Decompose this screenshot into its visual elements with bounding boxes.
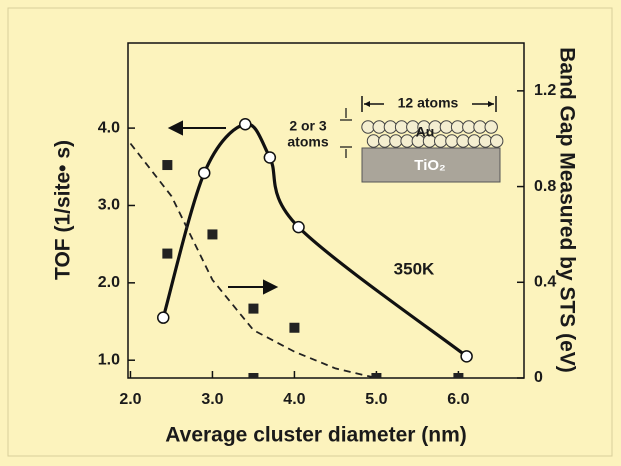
atom [473,120,487,134]
x-tick-label: 6.0 [447,391,469,408]
atom [445,134,459,148]
y2-tick-label: 0.8 [534,178,556,195]
y2-tick-label: 0 [534,369,543,386]
inset-height-label: atoms [287,134,328,150]
y2-tick-label: 1.2 [534,82,556,99]
point [453,373,464,378]
point [460,350,473,363]
y-tick-label: 3.0 [98,197,120,214]
atom [456,134,470,148]
x-tick-label: 5.0 [365,391,387,408]
atom [467,134,481,148]
x-tick-label: 3.0 [201,391,223,408]
inset-width-label: 12 atoms [398,95,459,111]
atom [462,120,476,134]
inset-metal-label: Au [416,124,435,140]
atom [366,134,381,148]
atom [389,134,403,148]
series-line [129,142,377,378]
y2-axis-title: Band Gap Measured by STS (eV) [555,47,578,373]
point [248,303,259,314]
inset [340,96,504,183]
y-tick-label: 1.0 [98,351,120,368]
atom [484,120,498,134]
point [238,117,252,131]
atom [450,120,465,134]
y-tick-label: 2.0 [98,274,120,291]
frame [7,7,613,457]
atom [400,134,414,148]
point [162,248,173,259]
point [207,229,218,240]
atom [394,120,409,134]
arrows [167,120,279,295]
atom [478,134,493,148]
temperature-label: 350K [394,259,435,278]
point [197,166,211,180]
atom [490,134,504,148]
x-axis-title: Average cluster diameter (nm) [165,424,467,447]
x-tick-label: 2.0 [119,391,141,408]
point [371,373,382,378]
point [263,151,277,164]
atom [439,120,454,134]
y2-tick-label: 0.4 [534,274,556,291]
y-tick-label: 4.0 [98,119,120,136]
inset-height-label: 2 or 3 [289,118,327,134]
atom [383,120,398,134]
point [248,373,259,378]
point [157,311,170,324]
point [289,322,300,333]
y-axis-title: TOF (1/site• s) [52,140,75,280]
atom [372,120,386,134]
x-tick-label: 4.0 [283,391,305,408]
atom [434,134,448,148]
inset-support-label: TiO₂ [414,157,445,174]
point [292,220,305,234]
series-line [161,122,468,358]
atom [361,120,375,134]
atom [378,134,392,148]
plot-area [127,42,525,379]
point [162,160,173,171]
